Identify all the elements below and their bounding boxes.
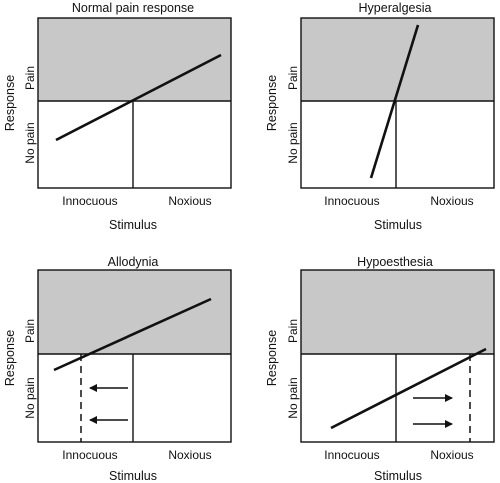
y-tick-no-pain: No pain [23, 377, 37, 418]
pain-region [38, 18, 231, 101]
panel-title: Normal pain response [72, 1, 194, 15]
y-tick-no-pain: No pain [286, 122, 300, 163]
panel-title: Allodynia [108, 255, 159, 269]
plot-frame [37, 17, 232, 189]
plot-frame [300, 269, 495, 443]
pain-region [301, 18, 494, 101]
panel-hypoesthesia: Hypoesthesia Response Pain No pain Innoc… [265, 255, 495, 483]
x-tick-innocuous: Innocuous [324, 448, 379, 462]
x-tick-innocuous: Innocuous [62, 194, 117, 208]
y-tick-no-pain: No pain [286, 377, 300, 418]
y-tick-pain: Pain [23, 66, 37, 90]
pain-region [38, 270, 231, 354]
x-axis-label: Stimulus [374, 218, 422, 232]
response-curve [53, 297, 212, 372]
pain-region [301, 270, 494, 354]
x-tick-noxious: Noxious [430, 448, 473, 462]
y-tick-pain: Pain [23, 319, 37, 343]
x-tick-noxious: Noxious [168, 194, 211, 208]
plot-frame [37, 269, 232, 443]
x-tick-innocuous: Innocuous [324, 194, 379, 208]
y-axis-label: Response [265, 75, 279, 131]
x-axis-label: Stimulus [109, 218, 157, 232]
panel-allodynia: Allodynia Response Pain No pain Innocuou… [3, 255, 232, 483]
x-tick-noxious: Noxious [430, 194, 473, 208]
y-axis-label: Response [3, 330, 17, 386]
y-axis-label: Response [3, 75, 17, 131]
y-tick-no-pain: No pain [23, 122, 37, 163]
panel-title: Hypoesthesia [357, 255, 433, 269]
x-axis-label: Stimulus [374, 469, 422, 483]
plot-frame [300, 17, 495, 189]
response-curve [330, 347, 487, 430]
x-tick-innocuous: Innocuous [62, 448, 117, 462]
response-curve [55, 53, 222, 142]
panel-title: Hyperalgesia [359, 1, 432, 15]
x-tick-noxious: Noxious [168, 448, 211, 462]
panel-hyperalgesia: Hyperalgesia Response Pain No pain Innoc… [265, 1, 495, 232]
x-axis-label: Stimulus [109, 469, 157, 483]
y-axis-label: Response [265, 330, 279, 386]
response-curve [369, 24, 420, 179]
y-tick-pain: Pain [286, 66, 300, 90]
y-tick-pain: Pain [286, 319, 300, 343]
panel-normal: Normal pain response Response Pain No pa… [3, 1, 232, 232]
